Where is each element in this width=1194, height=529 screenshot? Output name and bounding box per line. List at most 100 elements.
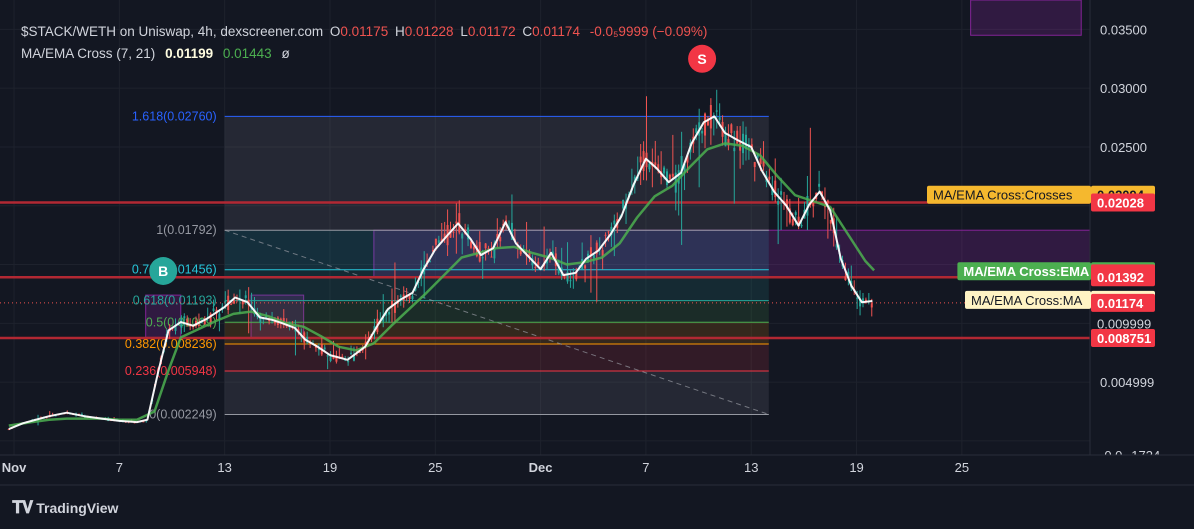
low-value: 0.01172 (467, 24, 516, 39)
candle-body (771, 186, 774, 196)
candle-body (429, 261, 432, 263)
candle-body (686, 155, 689, 163)
open-value: 0.01175 (340, 24, 389, 39)
candle-body (730, 124, 733, 134)
candle-body (821, 191, 824, 196)
candle-body (668, 174, 671, 179)
candle-body (677, 170, 680, 184)
candle-body (391, 301, 394, 306)
candle-body (326, 355, 329, 357)
candle-body (358, 351, 361, 353)
candle-body (455, 221, 458, 224)
indicator-title[interactable]: MA/EMA Cross (7, 21) (21, 46, 156, 61)
candle-body (434, 238, 437, 245)
candle-body (218, 313, 221, 320)
candle-body (566, 271, 569, 282)
fib-level-label: 0.618(0.01193) (133, 294, 217, 308)
price-tag-value: 0.008751 (1097, 331, 1151, 346)
candle-body (180, 319, 183, 328)
candle-body (347, 360, 350, 363)
indicator-tag-label: MA/EMA Cross:MA (971, 293, 1083, 308)
candle-body (203, 318, 206, 325)
time-axis-label: Dec (529, 460, 553, 475)
indicator-extra: ø (281, 46, 290, 61)
price-tag (1091, 329, 1155, 348)
symbol-title[interactable]: $STACK/WETH on Uniswap, 4h, dexscreener.… (21, 24, 324, 39)
candle-body (244, 295, 247, 298)
horizontal-lines (0, 201, 1090, 340)
fib-band (224, 269, 769, 301)
candle-body (469, 241, 472, 248)
candle-body (727, 139, 730, 146)
fib-band (224, 370, 769, 415)
candle-body (452, 231, 455, 233)
candle-body (829, 219, 832, 224)
candle-body (733, 147, 736, 152)
candle-body (768, 176, 771, 180)
candle-body (259, 314, 262, 323)
signal-marker-label: S (697, 51, 706, 67)
candle-body (332, 355, 335, 359)
candle-body (282, 318, 285, 322)
price-tag (1091, 193, 1155, 212)
legend-row-symbol: $STACK/WETH on Uniswap, 4h, dexscreener.… (21, 24, 710, 39)
fib-level-label: 1.618(0.02760) (132, 109, 217, 123)
price-tag (1091, 293, 1155, 312)
candle-body (7, 429, 10, 431)
candle-body (174, 326, 177, 331)
candle-body (592, 254, 595, 259)
candle-body (607, 231, 610, 233)
candle-body (350, 352, 353, 354)
candle-body (54, 415, 57, 417)
candle-body (835, 244, 838, 248)
candle-body (528, 252, 531, 258)
candle-body (519, 250, 522, 255)
time-axis[interactable]: Nov 7 13 19 25 Dec 7 13 19 25 (0, 454, 1194, 529)
price-axis-label: 0.004999 (1100, 375, 1154, 390)
candle-body (534, 266, 537, 268)
candle-body (718, 117, 721, 120)
candle-body (499, 237, 502, 242)
open-label: O (329, 24, 341, 39)
footer-brand[interactable]: 𝐓𝐕 TradingView (12, 498, 118, 518)
price-tag-value: 0.01174 (1097, 296, 1144, 311)
candle-body (610, 226, 613, 236)
candle-body (604, 234, 607, 236)
candle-body (449, 229, 452, 238)
candle-body (493, 243, 496, 259)
candle-body (484, 243, 487, 249)
candle-body (589, 247, 592, 256)
candle-body (715, 110, 718, 112)
candle-body (317, 347, 320, 351)
candle-body (695, 128, 698, 133)
candle-body (622, 200, 625, 209)
indicator-tag-label: MA/EMA Cross:Crosses (933, 188, 1073, 203)
candle-body (680, 156, 683, 177)
candle-body (861, 298, 864, 304)
price-axis-label: 0.02500 (1100, 140, 1147, 155)
candle-body (537, 261, 540, 266)
candle-body (487, 248, 490, 250)
close-value: 0.01174 (532, 24, 580, 39)
candle-body (364, 341, 367, 346)
candle-body (701, 130, 704, 134)
candle-body (704, 113, 707, 136)
time-axis-label: Nov (2, 460, 27, 475)
price-axis[interactable]: 0.035000.030000.025000.004999-0.0₁₇17340… (927, 0, 1194, 463)
time-axis-label: 13 (744, 460, 758, 475)
brand-name: TradingView (36, 500, 119, 516)
candle-body (657, 164, 660, 171)
candle-body (797, 216, 800, 226)
candle-body (648, 163, 651, 170)
candle-body (268, 319, 271, 321)
trend-line (224, 229, 769, 415)
signal-marker-b (149, 257, 178, 286)
candle-body (197, 324, 200, 326)
indicator-ma-value: 0.01199 (165, 46, 214, 61)
signal-markers: BS (149, 44, 717, 286)
high-label: H (394, 24, 405, 39)
candle-body (233, 300, 236, 304)
candle-body (724, 133, 727, 147)
candle-body (785, 199, 788, 209)
